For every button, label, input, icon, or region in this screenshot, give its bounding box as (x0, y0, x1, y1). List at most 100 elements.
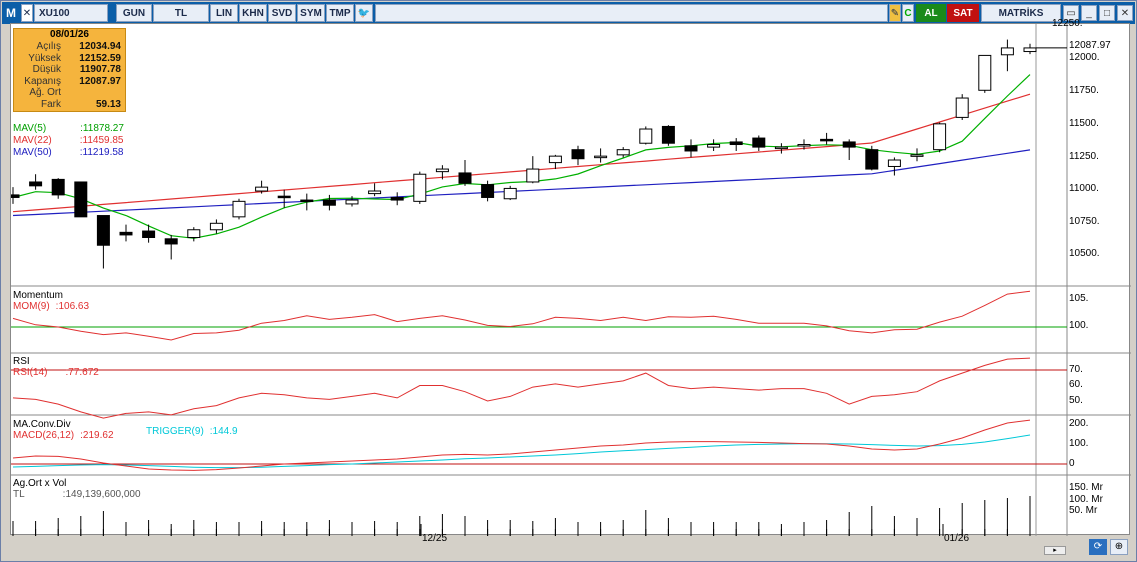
candle-body (6, 194, 20, 198)
mav5-line (12, 74, 1031, 239)
candle-body (368, 190, 382, 195)
info-open-value: 12034.94 (79, 41, 121, 52)
macd-title: MA.Conv.Div (13, 419, 71, 430)
mav22-legend: MAV(22):11459.85 (13, 135, 124, 146)
mav22-line (12, 93, 1031, 213)
info-high-label: Yüksek (28, 52, 61, 64)
info-high-value: 12152.59 (79, 52, 121, 64)
candle-body (774, 146, 788, 150)
info-diff-value: 59.13 (95, 98, 121, 110)
candle-body (142, 230, 156, 239)
candle-body (571, 149, 585, 160)
candle-body (820, 138, 834, 142)
candle-body (548, 155, 562, 164)
sync-icon[interactable]: ⟳ (1089, 539, 1107, 555)
candle-body (503, 187, 517, 200)
price-tick-11250: 11250. (1069, 151, 1099, 162)
rsi-tick-60: 60. (1069, 379, 1083, 390)
zoom-icon[interactable]: ⊕ (1110, 539, 1128, 555)
pencil-icon[interactable]: ✎ (889, 4, 901, 22)
candle-body (51, 178, 65, 196)
twitter-icon[interactable]: 🐦 (355, 4, 373, 22)
rsi-tick-70: 70. (1069, 364, 1083, 375)
buy-button[interactable]: AL (916, 4, 946, 22)
price-tick-11500: 11500. (1069, 118, 1099, 129)
info-low-label: Düşük (32, 64, 61, 75)
info-date: 08/01/26 (50, 29, 89, 40)
momentum-line (12, 290, 1031, 341)
macd-tick-200: 200. (1069, 418, 1089, 429)
candle-body (729, 141, 743, 146)
current-price-label: 12087.97 (1069, 40, 1111, 51)
candle-body (865, 149, 879, 170)
price-tick-10750: 10750. (1069, 216, 1100, 227)
trigger-legend: TRIGGER(9):144.9 (146, 426, 238, 437)
candle-body (74, 181, 88, 218)
macd-tick-0: 0 (1069, 458, 1075, 469)
momentum-legend: MOM(9):106.63 (13, 301, 90, 312)
rsi-title: RSI (13, 356, 30, 367)
price-chart-svg[interactable] (6, 24, 1131, 536)
mav5-legend: MAV(5):11878.27 (13, 123, 124, 134)
candle-body (481, 184, 495, 198)
price-tick-12000: 12000. (1069, 52, 1100, 63)
sym-button[interactable]: SYM (297, 4, 325, 22)
info-close-value: 12087.97 (79, 75, 121, 87)
rsi-legend: RSI(14):77.672 (13, 367, 99, 378)
macd-line (12, 419, 1031, 471)
momentum-title: Momentum (13, 290, 64, 301)
matriks-logo-icon: M (6, 6, 16, 20)
candle-body (752, 137, 766, 148)
mom-tick-105: 105. (1069, 293, 1089, 304)
candle-body (933, 123, 947, 151)
rsi-tick-50: 50. (1069, 395, 1083, 406)
khn-button[interactable]: KHN (239, 4, 267, 22)
date-label-dec: 12/25 (422, 533, 448, 544)
info-avg-value (61, 87, 121, 99)
candle-body (661, 125, 675, 144)
price-tick-10500: 10500. (1069, 248, 1100, 259)
scroll-right-button[interactable]: ▸ (1044, 546, 1066, 555)
tmp-button[interactable]: TMP (326, 4, 354, 22)
candle-body (255, 186, 269, 192)
candle-body (164, 238, 178, 245)
menu-icon[interactable]: ▭ (1063, 5, 1079, 21)
scale-button[interactable]: LIN (210, 4, 238, 22)
minimize-icon[interactable]: _ (1081, 5, 1097, 21)
candle-body (684, 145, 698, 152)
brand-label: MATRİKS (981, 4, 1061, 22)
macd-trigger-line (12, 434, 1031, 469)
vol-tick-100: 100. Mr (1069, 494, 1103, 505)
symbol-field[interactable]: XU100 (34, 4, 108, 22)
candle-body (322, 199, 336, 206)
period-button[interactable]: GUN (116, 4, 152, 22)
ohlc-info-box: 08/01/26 Açılış 12034.94 Yüksek 12152.59 D… (13, 28, 126, 112)
candle-body (639, 128, 653, 144)
currency-button[interactable]: TL (153, 4, 209, 22)
candle-body (842, 141, 856, 148)
candle-body (96, 215, 110, 246)
candle-body (277, 195, 291, 199)
svd-button[interactable]: SVD (268, 4, 296, 22)
candle-body (209, 222, 223, 231)
sell-button[interactable]: SAT (947, 4, 979, 22)
candle-body (390, 196, 404, 201)
candle-body (594, 155, 608, 159)
chart-area[interactable] (6, 23, 1131, 536)
candle-body (797, 144, 811, 147)
info-diff-label: Fark (41, 98, 61, 110)
close-icon[interactable]: ✕ (1117, 5, 1133, 21)
price-tick-11000: 11000. (1069, 183, 1099, 194)
candle-body (978, 54, 992, 91)
info-close-label: Kapanış (24, 75, 61, 87)
refresh-icon[interactable]: C (902, 4, 914, 22)
volume-title: Ag.Ort x Vol (13, 478, 67, 489)
candle-body (955, 97, 969, 118)
maximize-icon[interactable]: □ (1099, 5, 1115, 21)
candle-body (1023, 47, 1037, 53)
link-icon[interactable]: ✕ (21, 4, 33, 22)
toolbar-spacer (375, 4, 888, 22)
candle-body (458, 172, 472, 184)
candle-body (526, 168, 540, 183)
